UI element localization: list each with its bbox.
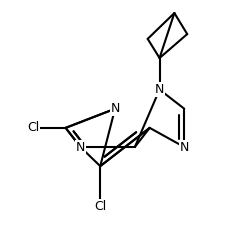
Text: N: N xyxy=(76,140,85,153)
Text: Cl: Cl xyxy=(27,121,39,134)
Text: Cl: Cl xyxy=(94,200,106,213)
Text: N: N xyxy=(180,140,189,153)
Text: N: N xyxy=(110,102,120,115)
Text: N: N xyxy=(155,83,164,96)
